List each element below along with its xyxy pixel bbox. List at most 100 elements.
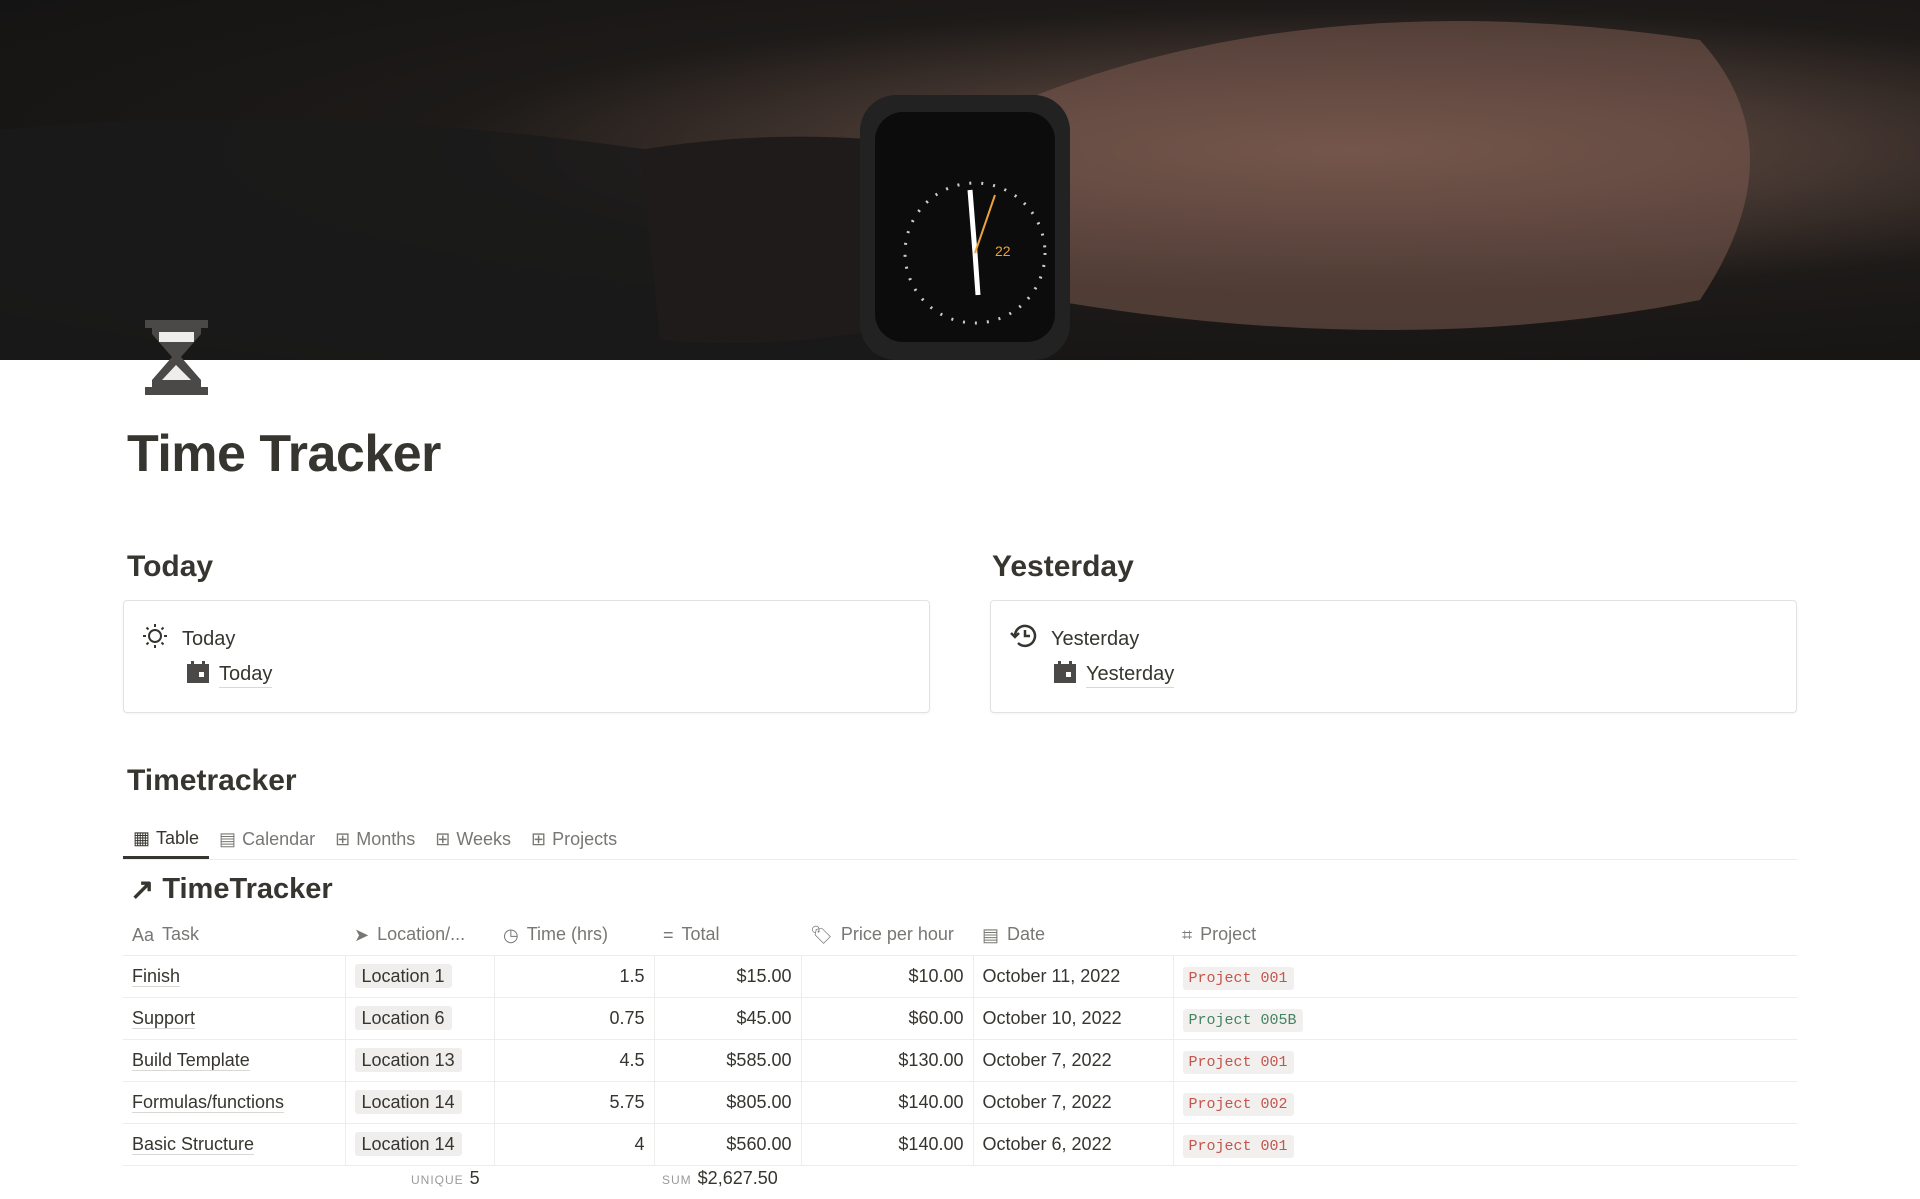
cell-date[interactable]: October 7, 2022 xyxy=(973,1081,1174,1124)
project-relation[interactable]: Project 002 xyxy=(1182,1092,1294,1116)
formula-icon: = xyxy=(663,924,674,945)
aggregate-value: $2,627.50 xyxy=(697,1168,778,1188)
tab-label: Months xyxy=(356,829,416,849)
cover-image: 22 xyxy=(0,0,1920,360)
column-label: Date xyxy=(1007,923,1046,944)
table-row[interactable]: Finish Location 1 1.5 $15.00 $10.00 Octo… xyxy=(123,955,1797,998)
location-tag: Location 6 xyxy=(354,1005,452,1030)
cell-total: $805.00 xyxy=(654,1081,802,1124)
location-tag: Location 14 xyxy=(354,1131,462,1156)
today-heading: Today xyxy=(127,550,214,583)
sum-total[interactable]: SUM $2,627.50 xyxy=(662,1168,778,1189)
column-label: Location/... xyxy=(377,923,466,944)
yesterday-heading: Yesterday xyxy=(992,550,1134,583)
column-total[interactable]: = Total xyxy=(654,915,801,956)
cell-task[interactable]: Formulas/functions xyxy=(123,1081,346,1124)
project-relation[interactable]: Project 005B xyxy=(1182,1008,1303,1032)
today-link-text[interactable]: Today xyxy=(219,663,273,688)
cell-date[interactable]: October 7, 2022 xyxy=(973,1039,1174,1082)
tab-projects[interactable]: ⊞ Projects xyxy=(521,820,627,859)
yesterday-callout: Yesterday Yesterday xyxy=(990,600,1797,713)
sun-icon xyxy=(142,623,168,655)
cell-location[interactable]: Location 6 xyxy=(345,997,495,1040)
cell-date[interactable]: October 11, 2022 xyxy=(973,955,1174,998)
yesterday-link-text[interactable]: Yesterday xyxy=(1086,663,1175,688)
project-relation[interactable]: Project 001 xyxy=(1182,1134,1294,1158)
cell-task[interactable]: Support xyxy=(123,997,346,1040)
location-tag: Location 1 xyxy=(354,963,452,988)
clock-icon: ◷ xyxy=(503,924,519,945)
yesterday-link[interactable]: Yesterday xyxy=(1054,661,1175,689)
cell-time[interactable]: 4 xyxy=(494,1123,655,1166)
timetracker-table: Aa Task ➤ Location/... ◷ Time (hrs) = Total … xyxy=(123,915,1797,1166)
arrow-up-right-icon: ↗ xyxy=(130,874,155,906)
tab-weeks[interactable]: ⊞ Weeks xyxy=(425,820,521,859)
cell-task[interactable]: Finish xyxy=(123,955,346,998)
column-date[interactable]: ▤ Date xyxy=(973,915,1173,956)
task-link[interactable]: Support xyxy=(132,1007,196,1029)
aggregate-value: 5 xyxy=(469,1168,480,1188)
cell-price[interactable]: $60.00 xyxy=(801,997,974,1040)
column-label: Task xyxy=(162,923,200,944)
cell-price[interactable]: $130.00 xyxy=(801,1039,974,1082)
column-location[interactable]: ➤ Location/... xyxy=(345,915,494,956)
cell-location[interactable]: Location 1 xyxy=(345,955,495,998)
task-link[interactable]: Formulas/functions xyxy=(132,1091,285,1113)
column-task[interactable]: Aa Task xyxy=(123,915,345,956)
aggregate-label: SUM xyxy=(662,1173,692,1187)
relation-icon: ⌗ xyxy=(1182,924,1193,945)
today-link[interactable]: Today xyxy=(187,661,273,689)
today-label: Today xyxy=(182,627,236,650)
cell-task[interactable]: Build Template xyxy=(123,1039,346,1082)
cell-location[interactable]: Location 13 xyxy=(345,1039,495,1082)
hourglass-icon xyxy=(145,320,208,395)
calendar-icon xyxy=(1054,661,1076,689)
tab-calendar[interactable]: ▤ Calendar xyxy=(209,820,325,859)
cell-date[interactable]: October 10, 2022 xyxy=(973,997,1174,1040)
cell-project[interactable]: Project 005B xyxy=(1173,997,1797,1040)
cell-location[interactable]: Location 14 xyxy=(345,1081,495,1124)
gallery-icon: ⊞ xyxy=(435,829,451,849)
cell-project[interactable]: Project 001 xyxy=(1173,1123,1797,1166)
cell-project[interactable]: Project 002 xyxy=(1173,1081,1797,1124)
cell-time[interactable]: 0.75 xyxy=(494,997,655,1040)
cell-price[interactable]: $140.00 xyxy=(801,1123,974,1166)
cell-location[interactable]: Location 14 xyxy=(345,1123,495,1166)
project-relation[interactable]: Project 001 xyxy=(1182,966,1294,990)
cell-task[interactable]: Basic Structure xyxy=(123,1123,346,1166)
cell-price[interactable]: $140.00 xyxy=(801,1081,974,1124)
task-link[interactable]: Finish xyxy=(132,965,181,987)
cell-project[interactable]: Project 001 xyxy=(1173,955,1797,998)
task-link[interactable]: Build Template xyxy=(132,1049,250,1071)
table-row[interactable]: Build Template Location 13 4.5 $585.00 $… xyxy=(123,1039,1797,1082)
yesterday-label: Yesterday xyxy=(1051,627,1140,650)
table-row[interactable]: Support Location 6 0.75 $45.00 $60.00 Oc… xyxy=(123,997,1797,1040)
tab-label: Weeks xyxy=(456,829,512,849)
page-title: Time Tracker xyxy=(127,425,441,483)
column-project[interactable]: ⌗ Project xyxy=(1173,915,1797,956)
table-row[interactable]: Basic Structure Location 14 4 $560.00 $1… xyxy=(123,1123,1797,1166)
table-row[interactable]: Formulas/functions Location 14 5.75 $805… xyxy=(123,1081,1797,1124)
column-time[interactable]: ◷ Time (hrs) xyxy=(494,915,654,956)
project-relation[interactable]: Project 001 xyxy=(1182,1050,1294,1074)
gallery-icon: ⊞ xyxy=(531,829,547,849)
cell-time[interactable]: 1.5 xyxy=(494,955,655,998)
cell-project[interactable]: Project 001 xyxy=(1173,1039,1797,1082)
location-tag: Location 14 xyxy=(354,1089,462,1114)
tab-table[interactable]: ▦ Table xyxy=(123,820,210,859)
calendar-icon: ▤ xyxy=(219,829,237,849)
cell-total: $45.00 xyxy=(654,997,802,1040)
tab-months[interactable]: ⊞ Months xyxy=(325,820,425,859)
cell-time[interactable]: 4.5 xyxy=(494,1039,655,1082)
today-callout: Today Today xyxy=(123,600,930,713)
unique-count[interactable]: UNIQUE 5 xyxy=(411,1168,480,1189)
cell-time[interactable]: 5.75 xyxy=(494,1081,655,1124)
cell-price[interactable]: $10.00 xyxy=(801,955,974,998)
linked-database-title[interactable]: ↗ TimeTracker xyxy=(130,872,333,907)
cell-date[interactable]: October 6, 2022 xyxy=(973,1123,1174,1166)
column-price[interactable]: 🏷 Price per hour xyxy=(801,915,973,956)
task-link[interactable]: Basic Structure xyxy=(132,1133,255,1155)
view-tabs: ▦ Table ▤ Calendar ⊞ Months ⊞ Weeks ⊞ Project… xyxy=(123,820,1797,860)
text-icon: Aa xyxy=(132,924,155,945)
column-label: Time (hrs) xyxy=(526,923,609,944)
